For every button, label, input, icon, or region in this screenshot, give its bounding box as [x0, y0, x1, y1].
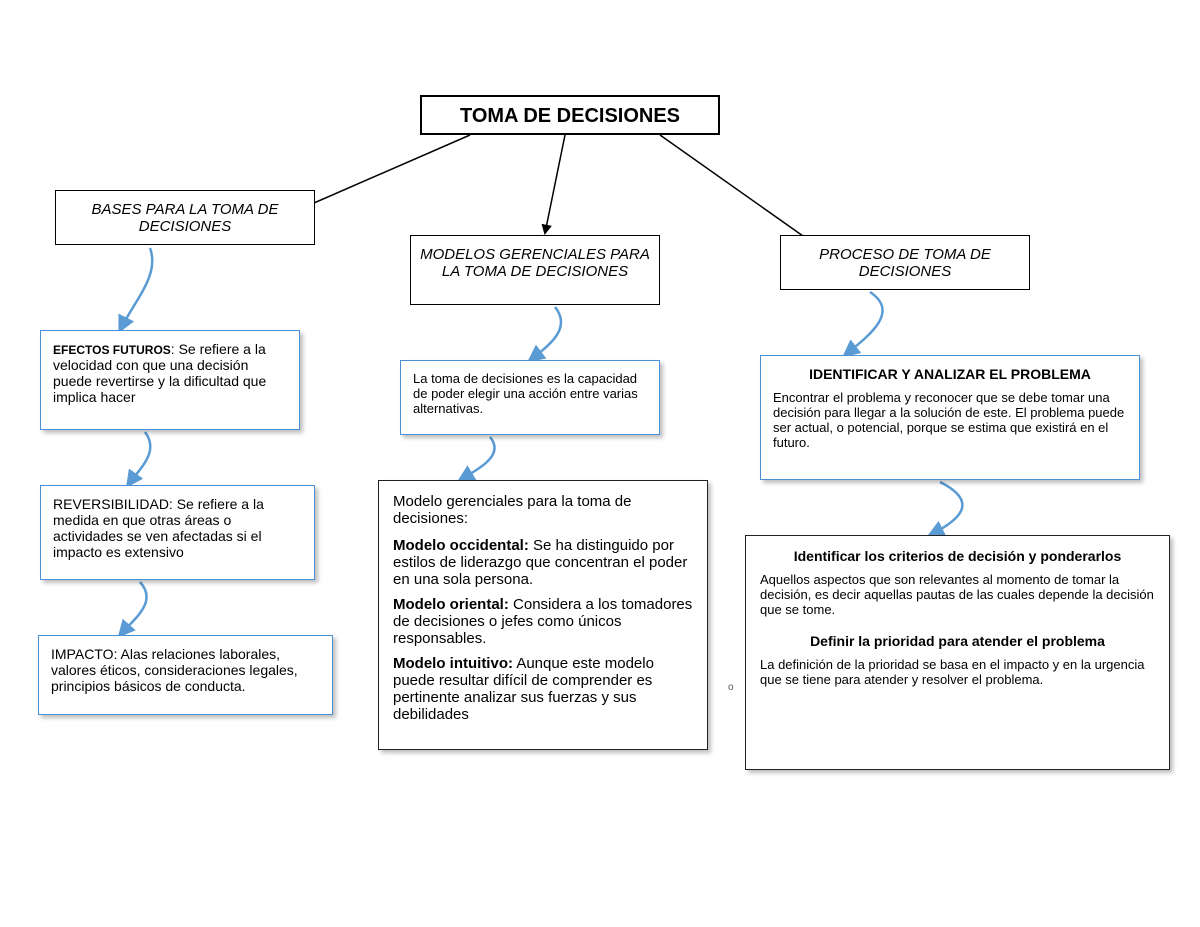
modelo-2-name: Modelo intuitivo:	[393, 655, 513, 672]
criterios-text-0: Aquellos aspectos que son relevantes al …	[760, 572, 1155, 617]
title-text: TOMA DE DECISIONES	[460, 105, 680, 127]
node-efectos-futuros: EFECTOS FUTUROS: Se refiere a la velocid…	[40, 330, 300, 430]
bullet-mark: o	[728, 682, 734, 693]
branch-header-modelos: MODELOS GERENCIALES PARA LA TOMA DE DECI…	[410, 235, 660, 305]
node-reversibilidad: REVERSIBILIDAD: Se refiere a la medida e…	[40, 485, 315, 580]
node-modelos-list: Modelo gerenciales para la toma de decis…	[378, 480, 708, 750]
node-criterios: Identificar los criterios de decisión y …	[745, 535, 1170, 770]
efectos-label: EFECTOS FUTUROS	[53, 343, 171, 357]
node-impacto: IMPACTO: Alas relaciones laborales, valo…	[38, 635, 333, 715]
branch-header-proceso: PROCESO DE TOMA DE DECISIONES	[780, 235, 1030, 290]
node-modelos-intro: La toma de decisiones es la capacidad de…	[400, 360, 660, 435]
criterios-title-0: Identificar los criterios de decisión y …	[794, 548, 1122, 564]
modelo-0-name: Modelo occidental:	[393, 537, 529, 554]
modelos-intro-text: La toma de decisiones es la capacidad de…	[413, 371, 647, 416]
criterios-text-1: La definición de la prioridad se basa en…	[760, 657, 1155, 687]
branch-header-bases-text: BASES PARA LA TOMA DE DECISIONES	[91, 201, 278, 235]
diagram-title: TOMA DE DECISIONES	[420, 95, 720, 135]
reversibilidad-text: REVERSIBILIDAD: Se refiere a la medida e…	[53, 496, 302, 560]
modelo-1-name: Modelo oriental:	[393, 596, 509, 613]
impacto-text: IMPACTO: Alas relaciones laborales, valo…	[51, 646, 320, 694]
branch-header-modelos-text: MODELOS GERENCIALES PARA LA TOMA DE DECI…	[420, 246, 650, 280]
branch-header-bases: BASES PARA LA TOMA DE DECISIONES	[55, 190, 315, 245]
branch-header-proceso-text: PROCESO DE TOMA DE DECISIONES	[819, 246, 991, 280]
identificar-title: IDENTIFICAR Y ANALIZAR EL PROBLEMA	[809, 366, 1091, 382]
node-identificar-problema: IDENTIFICAR Y ANALIZAR EL PROBLEMA Encon…	[760, 355, 1140, 480]
modelos-heading: Modelo gerenciales para la toma de decis…	[393, 493, 693, 527]
criterios-title-1: Definir la prioridad para atender el pro…	[810, 633, 1105, 649]
identificar-text: Encontrar el problema y reconocer que se…	[773, 390, 1127, 450]
